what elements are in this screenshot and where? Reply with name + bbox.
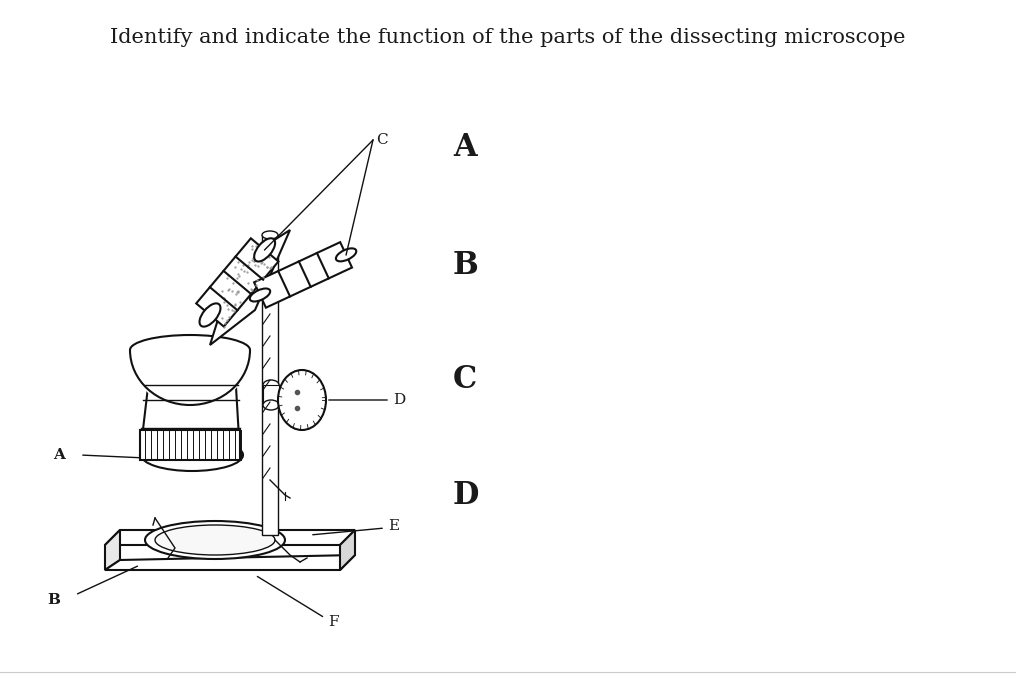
Ellipse shape bbox=[262, 231, 278, 239]
Ellipse shape bbox=[145, 521, 285, 559]
Text: D: D bbox=[393, 393, 405, 407]
Polygon shape bbox=[340, 530, 355, 570]
Ellipse shape bbox=[147, 355, 237, 385]
Ellipse shape bbox=[254, 238, 275, 261]
Text: E: E bbox=[388, 519, 399, 533]
Polygon shape bbox=[262, 235, 278, 535]
Ellipse shape bbox=[250, 289, 270, 301]
Polygon shape bbox=[210, 230, 290, 345]
Text: B: B bbox=[453, 250, 479, 281]
Ellipse shape bbox=[199, 303, 220, 327]
Polygon shape bbox=[196, 238, 278, 327]
Ellipse shape bbox=[263, 380, 279, 390]
Text: C: C bbox=[376, 133, 388, 147]
Text: Identify and indicate the function of the parts of the dissecting microscope: Identify and indicate the function of th… bbox=[111, 28, 905, 47]
Ellipse shape bbox=[130, 335, 250, 365]
Ellipse shape bbox=[278, 370, 326, 430]
Polygon shape bbox=[254, 242, 352, 308]
Text: A: A bbox=[453, 132, 477, 163]
Polygon shape bbox=[263, 385, 279, 405]
Ellipse shape bbox=[155, 525, 275, 555]
Text: D: D bbox=[453, 480, 480, 510]
Polygon shape bbox=[140, 370, 240, 455]
Ellipse shape bbox=[263, 400, 279, 410]
Wedge shape bbox=[130, 350, 250, 410]
Bar bbox=[140, 430, 240, 460]
Ellipse shape bbox=[141, 439, 243, 471]
Text: C: C bbox=[453, 364, 478, 396]
Polygon shape bbox=[105, 530, 120, 570]
Ellipse shape bbox=[336, 248, 357, 261]
Text: F: F bbox=[328, 615, 338, 629]
Text: B: B bbox=[47, 593, 60, 607]
Polygon shape bbox=[105, 555, 355, 570]
Text: A: A bbox=[53, 448, 65, 462]
Polygon shape bbox=[105, 530, 355, 545]
